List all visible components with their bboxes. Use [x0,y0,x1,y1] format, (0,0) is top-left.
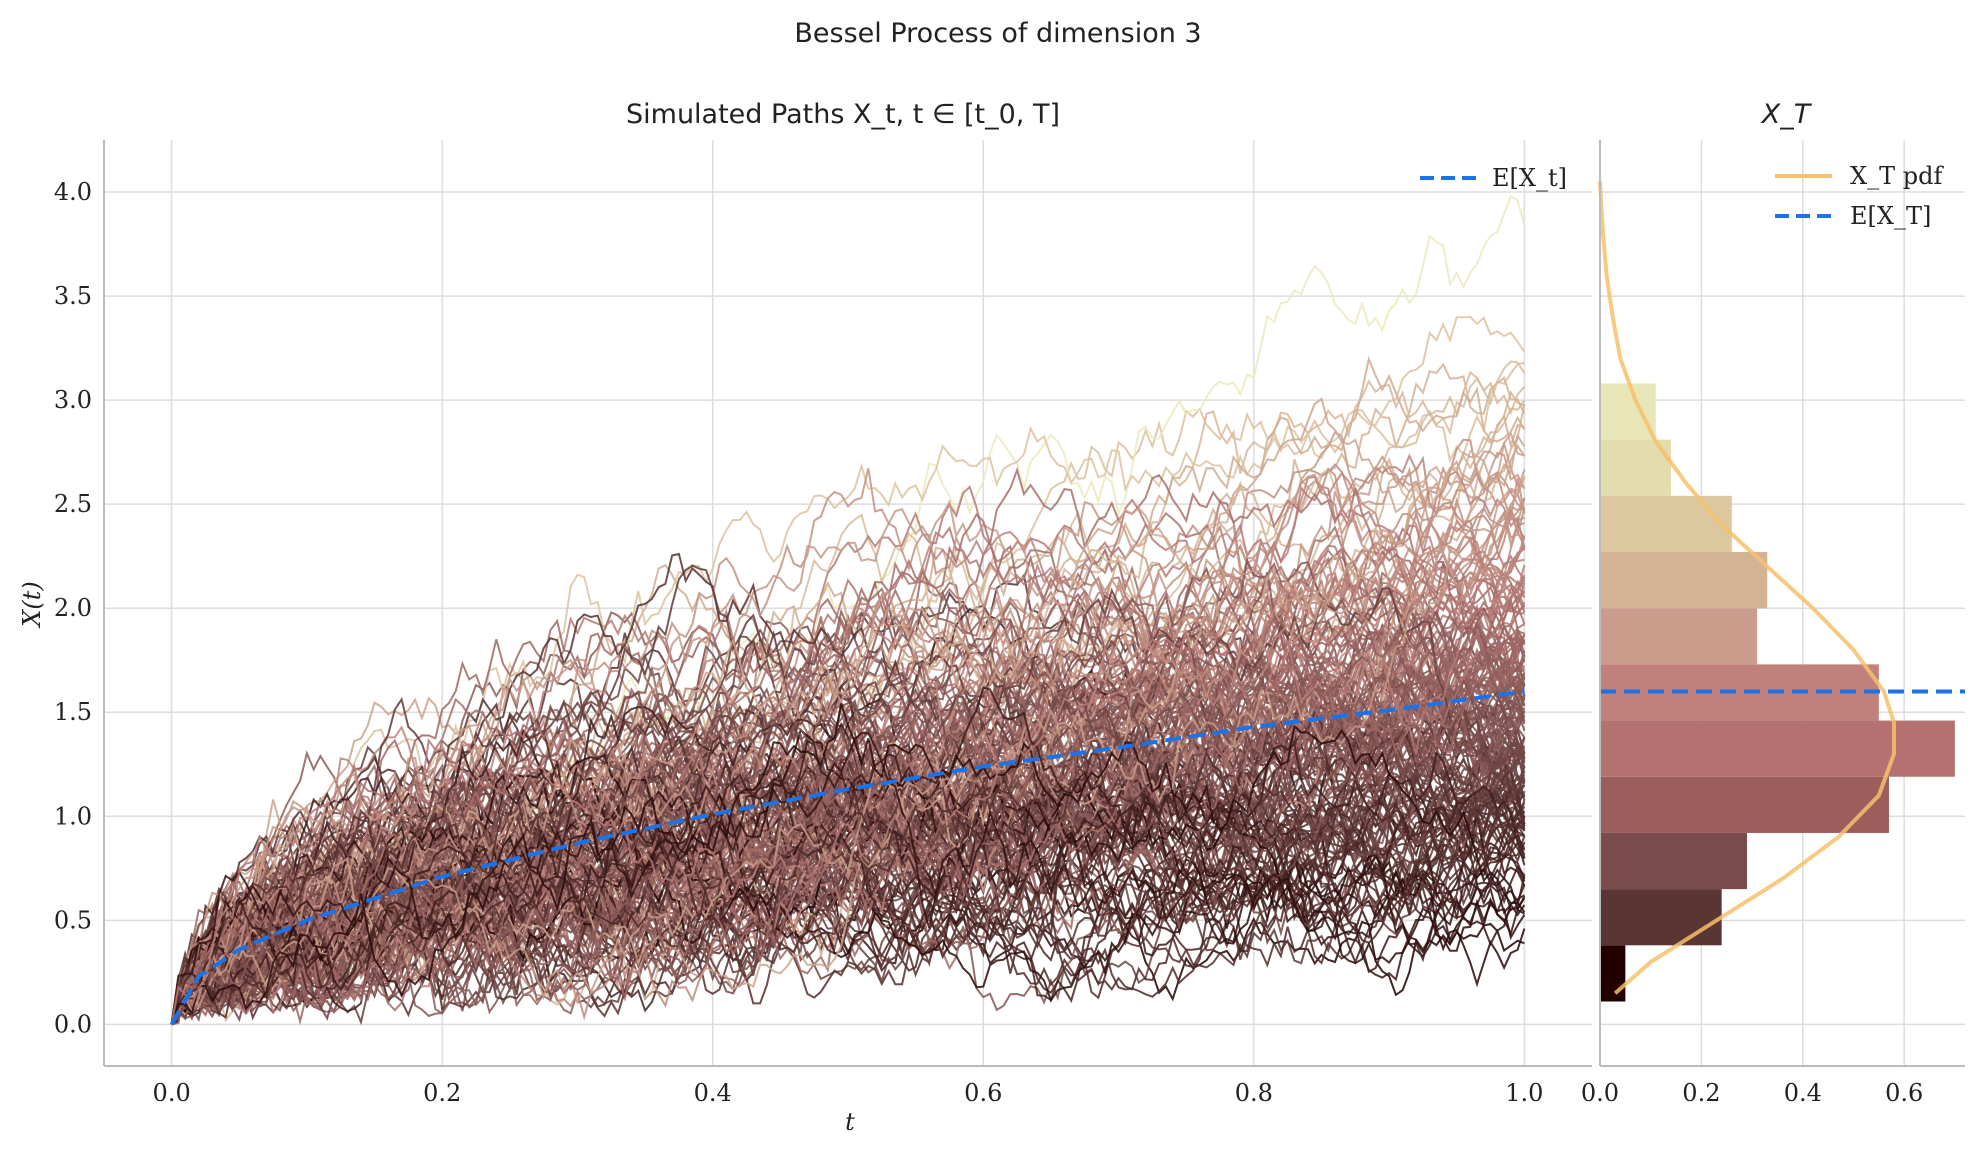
terminal-spines [1599,140,1965,1067]
terminal-x-tick-label: 0.6 [1885,1079,1923,1107]
path-line [171,564,1526,1026]
path-line [170,620,1525,1025]
path-line [170,749,1525,1025]
y-tick-label: 1.5 [54,698,92,726]
path-line [170,742,1526,1025]
y-tick-label: 3.0 [54,386,92,414]
path-line [170,476,1526,1025]
path-line [170,507,1526,1025]
terminal-pdf-line [1598,181,1896,995]
path-line [170,634,1526,1025]
y-tick-label: 0.5 [54,906,92,934]
terminal-panel-title: X_T [1760,99,1813,130]
paths-y-ticks: 0.0 0.5 1.0 1.5 2.0 2.5 3.0 3.5 4.0 [54,178,92,1038]
paths-spines [103,140,1592,1067]
histogram-bar [1600,720,1955,777]
y-tick-label: 2.0 [54,594,92,622]
path-line [170,686,1526,1025]
path-line [170,703,1526,1025]
path-line [170,620,1526,1025]
paths-panel: Simulated Paths X_t, t ∈ [t_0, T] 0.0 0.2… [18,99,1592,1136]
path-line [170,775,1526,1026]
y-tick-label: 1.0 [54,802,92,830]
x-tick-label: 0.8 [1235,1079,1273,1107]
histogram-bar [1600,776,1889,833]
y-tick-label: 4.0 [54,178,92,206]
histogram-bar [1600,832,1748,890]
histogram-bar [1600,889,1722,946]
y-tick-label: 2.5 [54,490,92,518]
y-axis-label: X(t) [18,581,46,628]
terminal-x-ticks: 0.0 0.2 0.4 0.6 [1581,1079,1923,1107]
path-line [170,687,1526,1025]
x-tick-label: 0.2 [423,1079,461,1107]
path-line [170,612,1525,1025]
y-tick-label: 0.0 [54,1010,92,1038]
path-line [170,497,1526,1025]
path-line [170,690,1526,1025]
terminal-x-tick-label: 0.0 [1581,1079,1619,1107]
paths-legend: E[X_t] [1420,164,1567,192]
histogram-bar [1600,608,1758,665]
histogram-bar [1600,664,1879,721]
histogram-bar [1600,552,1768,609]
x-tick-label: 1.0 [1505,1079,1543,1107]
path-line [170,466,1526,1025]
path-line [170,692,1526,1025]
legend-expectation-label: E[X_t] [1492,164,1567,192]
path-line [170,586,1526,1026]
terminal-x-tick-label: 0.4 [1784,1079,1822,1107]
x-tick-label: 0.0 [153,1079,191,1107]
path-line [170,579,1526,1025]
histogram-bar [1600,495,1732,553]
expectation-line [169,689,1525,1026]
terminal-legend: X_T pdf E[X_T] [1775,162,1944,230]
histogram-bar [1600,383,1656,440]
x-axis-label: t [845,1108,855,1136]
path-line [170,397,1526,1025]
figure-suptitle: Bessel Process of dimension 3 [794,18,1201,49]
terminal-x-tick-label: 0.2 [1682,1079,1720,1107]
paths-panel-title: Simulated Paths X_t, t ∈ [t_0, T] [626,99,1060,130]
legend-pdf-label: X_T pdf [1850,162,1944,190]
terminal-distribution-panel: X_T 0.0 0.2 0.4 0.6 X_T pdf E[X_T] [1581,99,1965,1107]
paths-x-ticks: 0.0 0.2 0.4 0.6 0.8 1.0 [153,1079,1544,1107]
y-tick-label: 3.5 [54,282,92,310]
path-line [170,732,1525,1025]
x-tick-label: 0.4 [694,1079,732,1107]
x-tick-label: 0.6 [964,1079,1002,1107]
histogram-bar [1600,945,1626,1002]
legend-terminal-expectation-label: E[X_T] [1850,202,1931,230]
